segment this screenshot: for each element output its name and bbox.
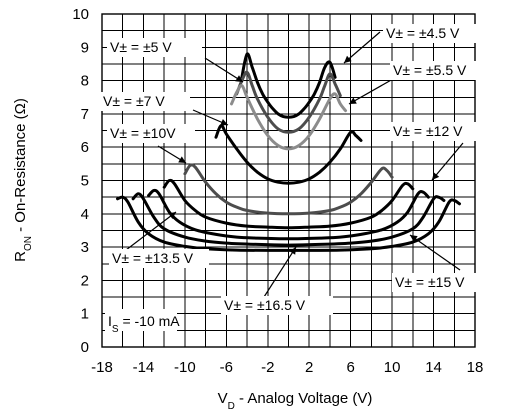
y-axis-title-rest: - On-Resistance (Ω)	[12, 98, 29, 236]
callout-bg	[392, 273, 490, 292]
y-tick-label: 3	[81, 239, 89, 256]
callout-leader	[409, 234, 461, 271]
x-tick-label: 14	[425, 359, 442, 376]
series-line-12	[162, 178, 415, 230]
y-tick-label: 5	[81, 173, 89, 190]
series-callout-10: V± = ±10V	[110, 125, 176, 141]
y-axis-title: RON - On-Resistance (Ω)	[12, 98, 34, 262]
condition-label-rest: = -10 mA	[119, 313, 181, 329]
x-tick-label: 18	[467, 359, 484, 376]
x-axis-title-rest: - Analog Voltage (V)	[235, 390, 373, 407]
series-line-16-5	[116, 195, 461, 252]
series-line-10	[183, 163, 394, 216]
callout-leader	[348, 78, 394, 105]
callout-arrowhead	[410, 235, 418, 242]
y-tick-label: 0	[81, 339, 89, 356]
x-tick-label: 2	[305, 359, 313, 376]
condition-label-bg	[105, 309, 177, 331]
x-tick-label: -14	[133, 359, 155, 376]
callout-bg	[390, 61, 492, 80]
callout-arrowhead	[344, 55, 352, 63]
series-callout-5: V± = ±5 V	[110, 39, 172, 55]
y-tick-label: 1	[81, 306, 89, 323]
callout-bg	[100, 92, 190, 111]
x-axis-title-v: V	[218, 390, 228, 407]
callout-bg	[383, 24, 485, 43]
callout-bg	[107, 38, 202, 57]
callout-leader	[263, 246, 297, 298]
x-tick-label: 10	[384, 359, 401, 376]
plot-frame	[101, 13, 476, 348]
series-callout-7: V± = ±7 V	[103, 93, 165, 109]
callout-arrowhead	[432, 172, 440, 180]
series-callout-15: V± = ±15 V	[395, 274, 465, 290]
series-line-13-5	[147, 188, 430, 241]
callout-arrowhead	[349, 97, 357, 104]
callout-arrowhead	[235, 75, 243, 82]
x-tick-label: -6	[220, 359, 233, 376]
series-line-5	[235, 70, 342, 134]
x-axis-title-sub: D	[228, 401, 235, 412]
y-tick-label: 4	[81, 206, 89, 223]
condition-label-main: I	[108, 313, 112, 329]
series-callouts: V± = ±4.5 V V± = ±5 V V± = ±5.5 V V± = ±7 V…	[100, 24, 492, 335]
callout-leaders	[125, 31, 464, 298]
callout-bg	[107, 124, 195, 143]
callout-bg	[221, 296, 333, 315]
series-line-15	[131, 192, 446, 247]
x-tick-label: -2	[261, 359, 274, 376]
y-axis-title-sub: ON	[23, 236, 34, 251]
callout-leader	[125, 211, 177, 251]
y-tick-label: 7	[81, 106, 89, 123]
series-callout-13-5: V± = ±13.5 V	[112, 250, 194, 266]
y-tick-label: 6	[81, 139, 89, 156]
callout-leader	[431, 142, 464, 181]
callout-bg	[390, 122, 490, 141]
x-tick-label: -18	[91, 359, 113, 376]
y-tick-label: 10	[72, 6, 89, 23]
callout-leader	[204, 57, 244, 83]
condition-label: IS = -10 mA	[108, 313, 180, 335]
callout-leader	[343, 31, 381, 64]
x-tick-label: -10	[174, 359, 196, 376]
series-callout-4-5: V± = ±4.5 V	[386, 25, 460, 41]
series-line-7	[214, 124, 363, 185]
x-axis-title: VD - Analog Voltage (V)	[218, 390, 373, 412]
y-tick-label: 9	[81, 39, 89, 56]
series-callout-12: V± = ±12 V	[393, 123, 463, 139]
callout-arrowhead	[168, 212, 176, 219]
callout-arrowhead	[178, 156, 186, 163]
series-callout-16-5: V± = ±16.5 V	[224, 297, 306, 313]
condition-label-sub: S	[112, 324, 119, 335]
x-tick-label: 6	[346, 359, 354, 376]
callout-bg	[109, 249, 209, 268]
series-callout-5-5: V± = ±5.5 V	[393, 62, 467, 78]
callout-arrowhead	[289, 247, 296, 255]
series-line-5-5	[230, 84, 347, 151]
callout-arrowhead	[220, 119, 228, 126]
y-tick-label: 2	[81, 272, 89, 289]
y-tick-label: 8	[81, 73, 89, 90]
series-curves	[116, 52, 461, 252]
y-axis-title-r: R	[12, 251, 29, 262]
tick-labels: -18 -14 -10 -6 -2 2 6 10 14 18 0 1 2 3 4 5 6 7 8 9 10	[72, 6, 483, 376]
series-line-4-5	[240, 52, 337, 119]
